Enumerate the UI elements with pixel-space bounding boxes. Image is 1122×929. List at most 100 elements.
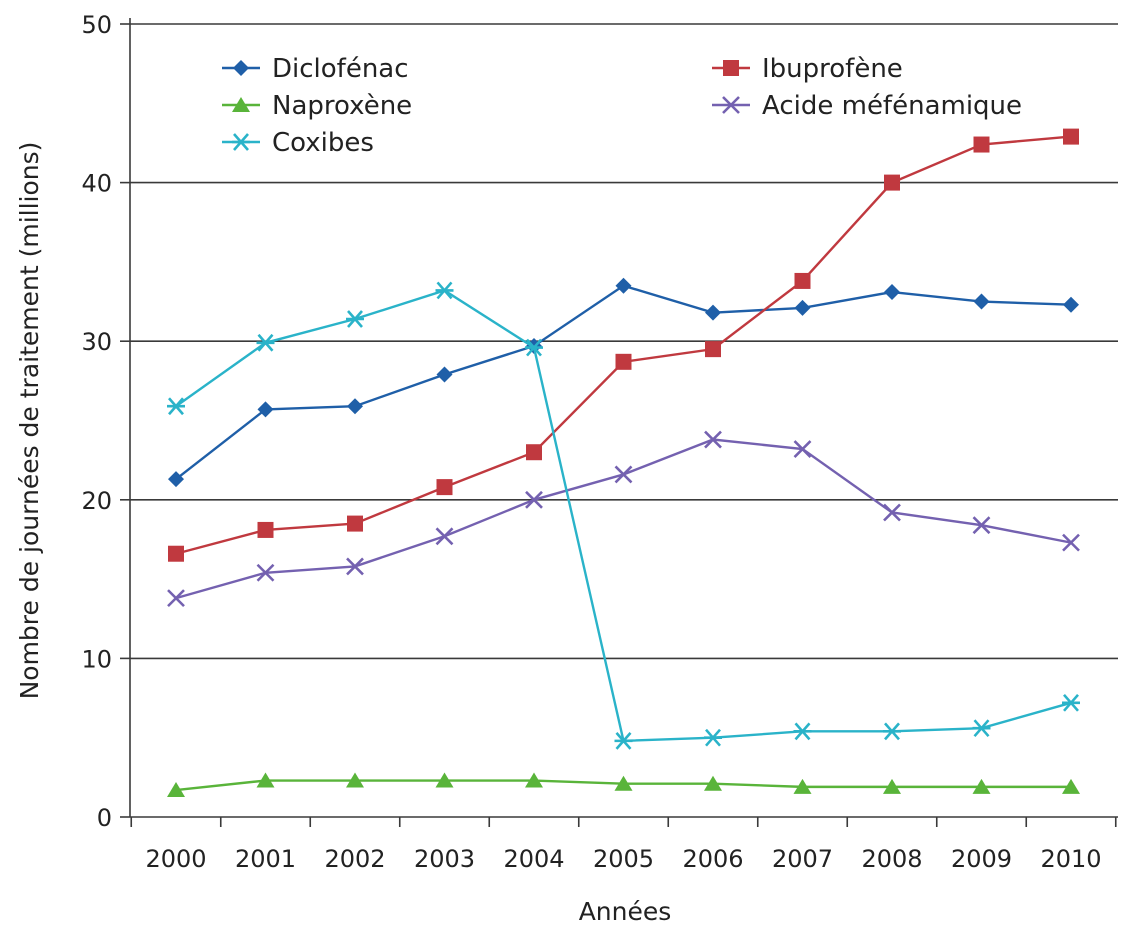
data-point: [347, 515, 363, 532]
data-point: [615, 277, 632, 294]
x-tick-label: 2005: [593, 845, 654, 873]
data-point: [346, 310, 364, 328]
y-tick-labels: 0 10 20 30 40 50: [81, 11, 112, 832]
series-line: [175, 284, 1072, 481]
legend-label: Coxibes: [272, 128, 374, 158]
data-point: [526, 444, 542, 461]
data-point: [168, 545, 184, 562]
data-point: [1062, 533, 1080, 552]
legend: Diclofénac Ibuprofène Naproxène Acide méfén…: [222, 54, 1022, 158]
data-point: [167, 782, 185, 798]
x-axis-title: Années: [579, 897, 672, 926]
x-tick-label: 2004: [503, 845, 564, 873]
x-tick-label: 2002: [324, 845, 385, 873]
data-point: [794, 299, 811, 316]
legend-marker: [232, 97, 250, 112]
y-tick-label: 50: [81, 11, 112, 39]
x-tick-label: 2009: [951, 845, 1012, 873]
legend-label: Naproxène: [272, 91, 412, 121]
series-1: [168, 128, 1079, 562]
data-point: [1063, 128, 1079, 145]
legend-marker: [722, 96, 740, 114]
data-point: [346, 557, 364, 576]
legend-item: Acide méfénamique: [712, 91, 1022, 121]
data-point: [168, 471, 184, 488]
data-point: [704, 430, 722, 449]
axes: [120, 18, 1118, 827]
data-point: [257, 521, 274, 538]
series-line: [175, 135, 1072, 555]
x-tick-label: 2003: [414, 845, 475, 873]
data-point: [256, 333, 275, 352]
data-point: [972, 719, 991, 738]
data-point: [1062, 693, 1080, 712]
data-point: [884, 174, 900, 191]
series-3: [167, 430, 1080, 608]
legend-marker: [233, 60, 249, 76]
y-tick-label: 20: [81, 487, 112, 515]
gridlines: [130, 23, 1118, 660]
data-point: [346, 772, 364, 788]
series-4: [167, 281, 1080, 750]
data-point: [794, 272, 811, 289]
data-point: [436, 479, 453, 496]
data-point: [614, 732, 633, 750]
series-0: [168, 277, 1079, 488]
data-point: [614, 775, 633, 791]
data-point: [883, 778, 901, 794]
x-tick-label: 2000: [145, 845, 206, 873]
data-point: [256, 563, 275, 582]
data-point: [347, 398, 363, 415]
data-point: [525, 490, 543, 509]
legend-label: Ibuprofène: [762, 54, 903, 84]
x-tick-label: 2007: [772, 845, 833, 873]
data-point: [883, 722, 901, 741]
data-point: [705, 341, 721, 358]
data-point: [435, 527, 454, 546]
data-point: [1062, 778, 1080, 794]
x-tick-labels: 2000 2001 2002 2003 2004 2005 2006 2007 2008 2009…: [145, 845, 1101, 873]
y-tick-label: 30: [81, 328, 112, 356]
data-point: [793, 778, 812, 794]
series-line: [175, 438, 1072, 600]
legend-item: Naproxène: [222, 91, 412, 121]
y-axis-title: Nombre de journées de traitement (millio…: [15, 142, 44, 700]
data-point: [793, 722, 812, 741]
data-point: [705, 304, 721, 321]
data-point: [704, 728, 722, 747]
data-point: [614, 465, 633, 484]
data-point: [167, 397, 185, 416]
data-point: [257, 401, 274, 418]
data-point: [256, 772, 275, 788]
series-2: [167, 772, 1080, 798]
data-point: [435, 772, 454, 788]
data-point: [435, 281, 454, 300]
legend-item: Diclofénac: [222, 54, 409, 84]
series-lines: [167, 128, 1080, 798]
legend-label: Acide méfénamique: [762, 91, 1022, 121]
legend-marker: [232, 133, 250, 151]
data-point: [436, 366, 453, 383]
data-point: [1063, 296, 1079, 313]
data-point: [972, 516, 991, 535]
y-tick-label: 10: [81, 645, 112, 673]
data-point: [615, 353, 632, 370]
data-point: [884, 284, 900, 301]
x-tick-label: 2006: [682, 845, 743, 873]
data-point: [525, 338, 543, 357]
data-point: [972, 778, 991, 794]
data-point: [525, 772, 543, 788]
legend-label: Diclofénac: [272, 54, 409, 84]
data-point: [973, 293, 990, 310]
data-point: [704, 775, 722, 791]
legend-item: Coxibes: [222, 128, 374, 158]
data-point: [883, 503, 901, 522]
x-tick-label: 2010: [1040, 845, 1101, 873]
legend-item: Ibuprofène: [712, 54, 903, 84]
data-point: [973, 136, 990, 153]
y-tick-label: 0: [97, 804, 112, 832]
x-tick-label: 2001: [235, 845, 296, 873]
data-point: [167, 589, 185, 608]
legend-marker: [723, 60, 739, 76]
